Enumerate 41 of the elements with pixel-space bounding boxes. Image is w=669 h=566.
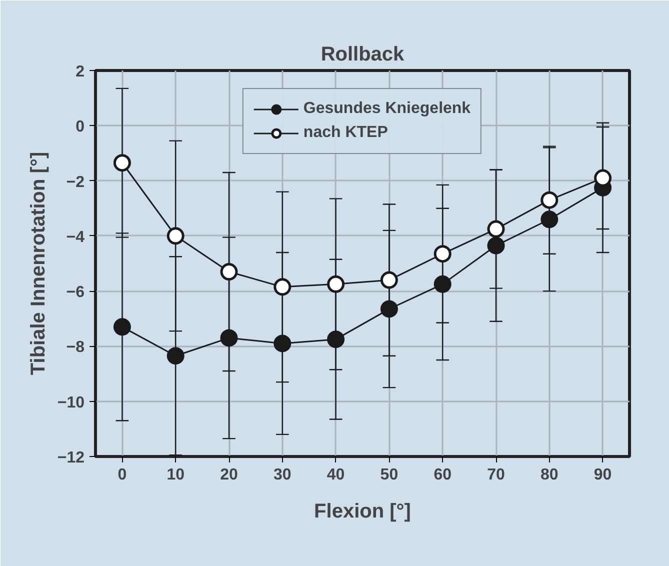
point	[274, 278, 292, 296]
x-tick-label: 0	[118, 466, 127, 484]
legend-label: Gesundes Kniegelenk	[303, 100, 471, 118]
y-axis-title: Tibiale Innenrotation [°]	[27, 152, 50, 376]
y-tick-label: −10	[57, 394, 85, 412]
point	[166, 227, 184, 245]
x-tick-label: 20	[220, 466, 238, 484]
point	[540, 191, 558, 209]
point	[540, 210, 558, 228]
x-tick-label: 90	[594, 466, 612, 484]
x-tick-label: 60	[434, 466, 452, 484]
point	[274, 334, 292, 352]
x-tick-label: 40	[326, 466, 345, 484]
legend-label: nach KTEP	[303, 124, 388, 142]
point	[113, 154, 131, 172]
x-tick-label: 80	[540, 466, 558, 484]
y-tick-label: 2	[76, 64, 85, 80]
point	[380, 271, 398, 289]
y-tick-label: −12	[57, 450, 85, 466]
point	[220, 329, 238, 347]
point	[487, 236, 505, 254]
point	[166, 347, 184, 365]
x-tick-label: 30	[274, 466, 292, 484]
y-tick-label: −8	[66, 339, 85, 356]
point	[327, 275, 345, 293]
x-axis-title: Flexion [°]	[314, 500, 411, 522]
y-tick-label: −4	[66, 228, 85, 246]
point	[113, 318, 131, 336]
point	[327, 330, 345, 348]
x-tick-label: 50	[380, 466, 398, 484]
y-tick-label: 0	[76, 118, 85, 136]
point	[220, 263, 238, 281]
chart-title: Rollback	[320, 44, 406, 66]
point	[434, 275, 452, 293]
point	[434, 245, 452, 263]
x-tick-label: 10	[166, 466, 185, 484]
point	[380, 300, 398, 318]
y-tick-label: −2	[66, 174, 85, 191]
y-tick-label: −6	[66, 284, 85, 302]
point	[487, 220, 505, 238]
x-tick-label: 70	[487, 466, 505, 484]
